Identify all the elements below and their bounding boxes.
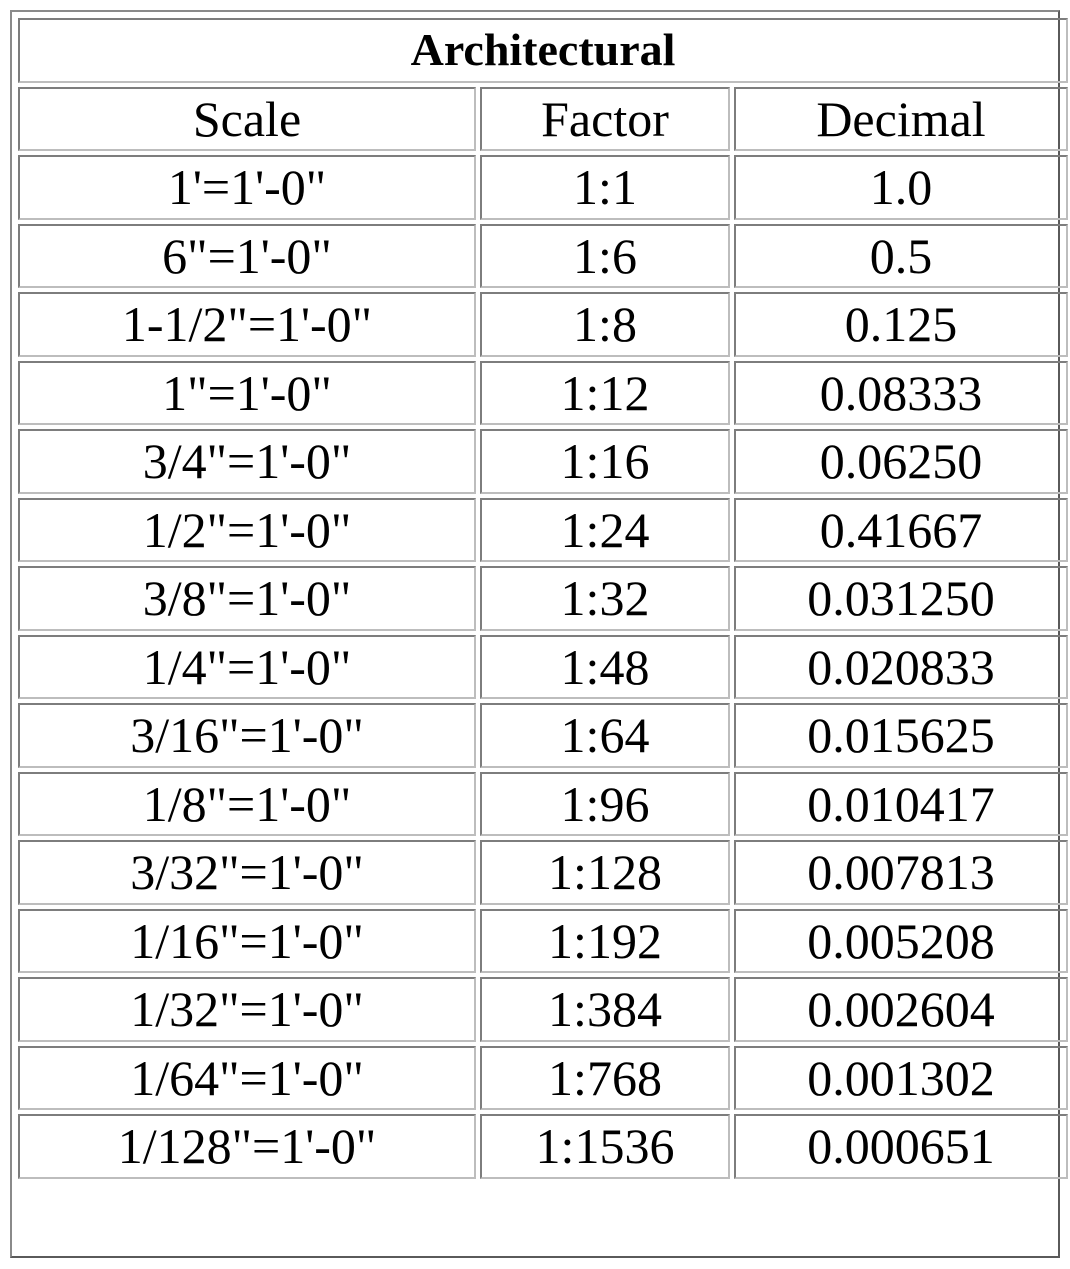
architectural-scale-table: Architectural Scale Factor Decimal 1'=1'… (14, 14, 1070, 1183)
decimal-cell: 0.08333 (734, 360, 1069, 425)
scale-cell: 3/16"=1'-0" (18, 703, 476, 768)
table-row: 3/16"=1'-0" 1:64 0.015625 (18, 703, 1069, 768)
decimal-cell: 0.010417 (734, 771, 1069, 836)
table-row: 1/4"=1'-0" 1:48 0.020833 (18, 634, 1069, 699)
table-row: 6"=1'-0" 1:6 0.5 (18, 223, 1069, 288)
factor-cell: 1:96 (480, 771, 730, 836)
table-row: 1/2"=1'-0" 1:24 0.41667 (18, 497, 1069, 562)
decimal-cell: 0.06250 (734, 429, 1069, 494)
table-row: 3/32"=1'-0" 1:128 0.007813 (18, 840, 1069, 905)
scale-cell: 3/4"=1'-0" (18, 429, 476, 494)
scale-cell: 1-1/2"=1'-0" (18, 292, 476, 357)
table-row: 1'=1'-0" 1:1 1.0 (18, 155, 1069, 220)
scale-cell: 1/8"=1'-0" (18, 771, 476, 836)
factor-cell: 1:6 (480, 223, 730, 288)
decimal-cell: 0.5 (734, 223, 1069, 288)
factor-cell: 1:48 (480, 634, 730, 699)
factor-cell: 1:1536 (480, 1114, 730, 1179)
decimal-cell: 0.031250 (734, 566, 1069, 631)
scale-cell: 3/8"=1'-0" (18, 566, 476, 631)
decimal-cell: 0.41667 (734, 497, 1069, 562)
scale-cell: 1"=1'-0" (18, 360, 476, 425)
table-row: 1/8"=1'-0" 1:96 0.010417 (18, 771, 1069, 836)
factor-cell: 1:384 (480, 977, 730, 1042)
factor-cell: 1:16 (480, 429, 730, 494)
factor-cell: 1:192 (480, 908, 730, 973)
decimal-cell: 0.020833 (734, 634, 1069, 699)
decimal-cell: 0.125 (734, 292, 1069, 357)
scale-table-frame: Architectural Scale Factor Decimal 1'=1'… (10, 10, 1069, 1258)
decimal-cell: 1.0 (734, 155, 1069, 220)
factor-cell: 1:768 (480, 1045, 730, 1110)
table-row: 1-1/2"=1'-0" 1:8 0.125 (18, 292, 1069, 357)
factor-cell: 1:24 (480, 497, 730, 562)
table-row: 1/16"=1'-0" 1:192 0.005208 (18, 908, 1069, 973)
column-header-scale: Scale (18, 86, 476, 151)
title-row: Architectural (18, 18, 1069, 83)
table-row: 3/4"=1'-0" 1:16 0.06250 (18, 429, 1069, 494)
factor-cell: 1:12 (480, 360, 730, 425)
column-header-decimal: Decimal (734, 86, 1069, 151)
column-header-factor: Factor (480, 86, 730, 151)
factor-cell: 1:8 (480, 292, 730, 357)
scale-cell: 6"=1'-0" (18, 223, 476, 288)
scale-cell: 1/64"=1'-0" (18, 1045, 476, 1110)
table-row: 1/128"=1'-0" 1:1536 0.000651 (18, 1114, 1069, 1179)
scale-cell: 1/16"=1'-0" (18, 908, 476, 973)
scale-cell: 1'=1'-0" (18, 155, 476, 220)
factor-cell: 1:32 (480, 566, 730, 631)
decimal-cell: 0.000651 (734, 1114, 1069, 1179)
decimal-cell: 0.002604 (734, 977, 1069, 1042)
scale-cell: 1/2"=1'-0" (18, 497, 476, 562)
table-row: 1/32"=1'-0" 1:384 0.002604 (18, 977, 1069, 1042)
table-row: 3/8"=1'-0" 1:32 0.031250 (18, 566, 1069, 631)
decimal-cell: 0.005208 (734, 908, 1069, 973)
factor-cell: 1:128 (480, 840, 730, 905)
decimal-cell: 0.015625 (734, 703, 1069, 768)
scale-cell: 1/32"=1'-0" (18, 977, 476, 1042)
decimal-cell: 0.001302 (734, 1045, 1069, 1110)
decimal-cell: 0.007813 (734, 840, 1069, 905)
table-row: 1"=1'-0" 1:12 0.08333 (18, 360, 1069, 425)
factor-cell: 1:64 (480, 703, 730, 768)
scale-cell: 3/32"=1'-0" (18, 840, 476, 905)
scale-cell: 1/4"=1'-0" (18, 634, 476, 699)
table-title: Architectural (18, 18, 1069, 83)
factor-cell: 1:1 (480, 155, 730, 220)
table-row: 1/64"=1'-0" 1:768 0.001302 (18, 1045, 1069, 1110)
header-row: Scale Factor Decimal (18, 86, 1069, 151)
scale-cell: 1/128"=1'-0" (18, 1114, 476, 1179)
table-body: 1'=1'-0" 1:1 1.0 6"=1'-0" 1:6 0.5 1-1/2"… (18, 155, 1069, 1179)
